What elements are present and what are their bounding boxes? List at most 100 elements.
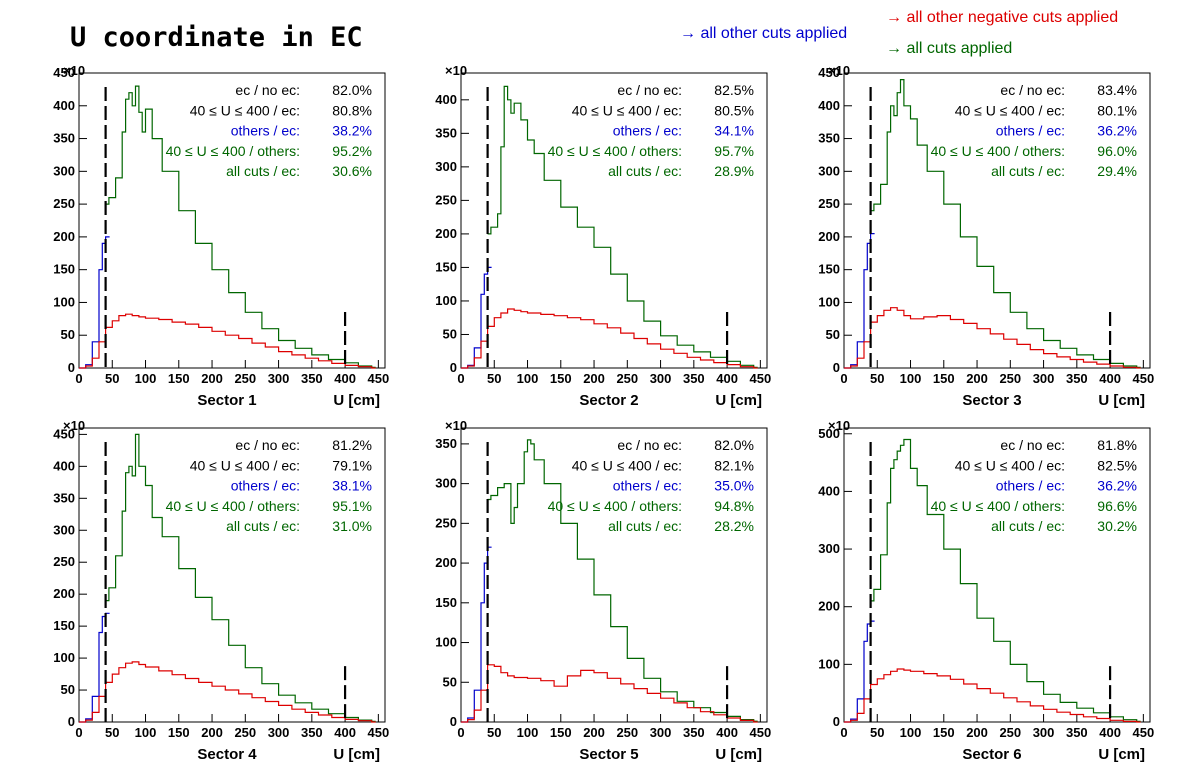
sector-title: Sector 3 <box>962 392 1021 409</box>
x-tick-label: 50 <box>105 725 119 740</box>
series-red <box>461 308 758 369</box>
x-tick-label: 50 <box>105 371 119 386</box>
x-tick-label: 0 <box>75 371 82 386</box>
series-green <box>487 439 758 722</box>
x-tick-label: 250 <box>616 725 638 740</box>
x-tick-label: 300 <box>1033 371 1055 386</box>
x-tick-label: 300 <box>1033 725 1055 740</box>
y-tick-label: 300 <box>53 522 75 537</box>
y-tick-label: 300 <box>818 163 840 178</box>
panel-4: ×10 0 50 100 150 200 250 300 350 400 450 0 50 100 150 2… <box>53 418 389 763</box>
stat-value: 30.6% <box>332 163 372 179</box>
stat-value: 81.8% <box>1097 437 1137 453</box>
x-tick-label: 450 <box>749 725 771 740</box>
x-tick-label: 250 <box>616 371 638 386</box>
y-tick-label: 300 <box>818 541 840 556</box>
stat-label: ec / no ec: <box>235 437 300 453</box>
y-tick-label: 200 <box>53 586 75 601</box>
y-tick-label: 300 <box>435 476 457 491</box>
x-axis-label: U [cm] <box>715 392 762 409</box>
stat-label: all cuts / ec: <box>991 518 1065 534</box>
x-tick-label: 50 <box>487 371 501 386</box>
y-tick-label: 250 <box>818 196 840 211</box>
x-tick-label: 200 <box>966 371 988 386</box>
x-tick-label: 250 <box>999 371 1021 386</box>
x-tick-label: 250 <box>999 725 1021 740</box>
y-tick-label: 50 <box>443 326 457 341</box>
stat-label: others / ec: <box>613 478 682 494</box>
stat-label: 40 ≤ U ≤ 400 / others: <box>548 498 682 514</box>
stat-label: others / ec: <box>996 123 1065 139</box>
series-green <box>105 433 376 722</box>
series-red <box>79 313 376 369</box>
panel-5: ×10 0 50 100 150 200 250 300 350 400 450 0 50 100 150 2… <box>435 418 771 763</box>
y-tick-label: 250 <box>53 196 75 211</box>
y-tick-label: 50 <box>443 674 457 689</box>
stat-label: 40 ≤ U ≤ 400 / others: <box>166 143 300 159</box>
x-tick-label: 200 <box>583 371 605 386</box>
x-tick-label: 0 <box>75 725 82 740</box>
series-green <box>870 438 1141 722</box>
x-tick-label: 350 <box>1066 725 1088 740</box>
stat-value: 82.5% <box>714 82 754 98</box>
y-tick-label: 350 <box>435 436 457 451</box>
y-tick-label: 0 <box>450 360 457 375</box>
y-tick-label: 300 <box>435 159 457 174</box>
plot-frame <box>843 427 1151 723</box>
plot-frame <box>460 427 768 723</box>
stat-value: 31.0% <box>332 518 372 534</box>
axis-exponent-label: ×10 <box>445 418 467 433</box>
y-tick-label: 50 <box>61 682 75 697</box>
y-tick-label: 350 <box>53 490 75 505</box>
x-tick-label: 300 <box>268 371 290 386</box>
x-tick-label: 450 <box>749 371 771 386</box>
stat-label: 40 ≤ U ≤ 400 / others: <box>931 143 1065 159</box>
x-tick-label: 100 <box>135 725 157 740</box>
chart-panels: ×10 0 50 100 150 200 250 300 350 400 450 0 50 100 150 2… <box>53 63 1154 763</box>
x-tick-label: 250 <box>234 725 256 740</box>
x-tick-label: 200 <box>583 725 605 740</box>
x-tick-label: 150 <box>550 725 572 740</box>
x-axis-label: U [cm] <box>715 746 762 763</box>
x-tick-label: 0 <box>840 725 847 740</box>
stat-value: 28.2% <box>714 518 754 534</box>
x-tick-label: 50 <box>487 725 501 740</box>
x-tick-label: 100 <box>517 371 539 386</box>
series-red <box>844 307 1141 369</box>
x-tick-label: 400 <box>1099 371 1121 386</box>
y-tick-label: 400 <box>53 458 75 473</box>
y-tick-label: 200 <box>435 226 457 241</box>
x-tick-label: 400 <box>716 725 738 740</box>
x-tick-label: 150 <box>933 371 955 386</box>
stat-label: all cuts / ec: <box>226 163 300 179</box>
x-tick-label: 200 <box>201 725 223 740</box>
y-tick-label: 200 <box>818 229 840 244</box>
sector-title: Sector 1 <box>197 392 256 409</box>
legend-green: → all cuts applied <box>886 40 1012 57</box>
y-tick-label: 0 <box>833 714 840 729</box>
y-tick-label: 0 <box>450 714 457 729</box>
legend-red: → all other negative cuts applied <box>886 9 1118 26</box>
y-tick-label: 450 <box>53 65 75 80</box>
stat-value: 96.0% <box>1097 143 1137 159</box>
y-tick-label: 400 <box>818 483 840 498</box>
plot-frame <box>78 427 386 723</box>
y-tick-label: 100 <box>435 635 457 650</box>
stat-label: 40 ≤ U ≤ 400 / others: <box>548 143 682 159</box>
x-tick-label: 300 <box>268 725 290 740</box>
y-tick-label: 250 <box>53 554 75 569</box>
y-tick-label: 500 <box>818 426 840 441</box>
x-tick-label: 350 <box>683 725 705 740</box>
y-tick-label: 250 <box>435 192 457 207</box>
plot-frame <box>460 72 768 369</box>
y-tick-label: 200 <box>435 555 457 570</box>
y-tick-label: 0 <box>68 714 75 729</box>
x-tick-label: 250 <box>234 371 256 386</box>
stat-label: others / ec: <box>996 478 1065 494</box>
series-red <box>844 668 1141 723</box>
sector-title: Sector 6 <box>962 746 1021 763</box>
x-tick-label: 0 <box>840 371 847 386</box>
x-tick-label: 100 <box>900 725 922 740</box>
y-tick-label: 450 <box>53 426 75 441</box>
